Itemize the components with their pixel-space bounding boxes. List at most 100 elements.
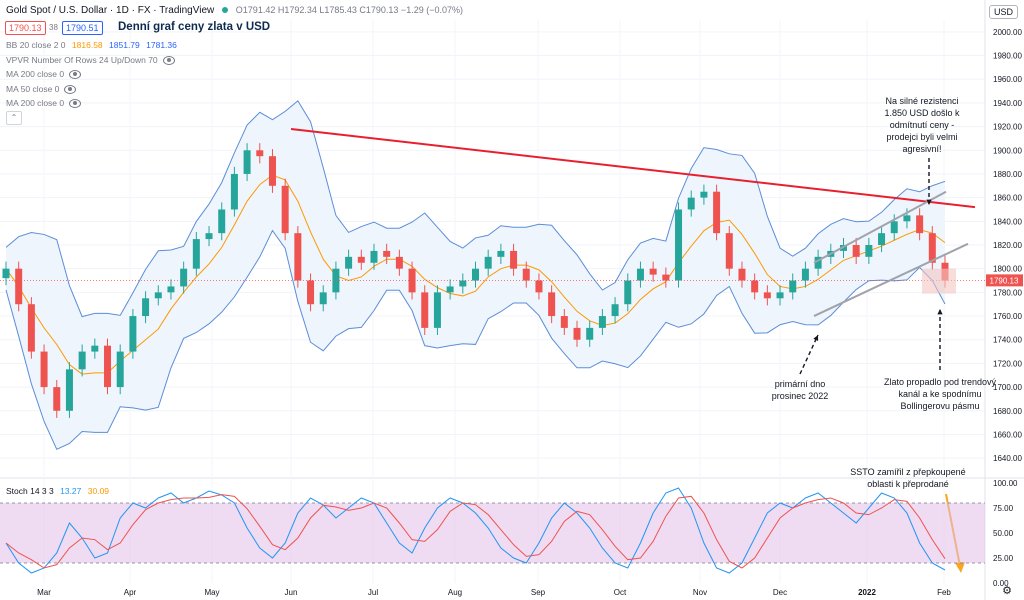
candle-body	[332, 268, 340, 293]
candle-body	[370, 250, 378, 263]
indicator-vpvr[interactable]: VPVR Number Of Rows 24 Up/Down 70	[6, 55, 175, 66]
spread-value: 38	[49, 23, 58, 32]
candle-body	[598, 316, 606, 328]
candle-body	[801, 268, 809, 281]
candle-body	[484, 256, 492, 269]
buy-price-box[interactable]: 1790.51	[62, 21, 103, 35]
candle-body	[459, 280, 467, 287]
price-axis-label: 1900.00	[993, 146, 1022, 155]
candle-body	[472, 268, 479, 281]
candle-body	[27, 304, 35, 352]
candle-body	[560, 316, 568, 328]
arrow-bottom-head	[813, 335, 819, 341]
currency-button[interactable]: USD	[988, 5, 1018, 19]
candle-body	[725, 233, 733, 269]
x-axis-label: Jun	[285, 588, 298, 597]
stoch-legend[interactable]: Stoch 14 3 3 13.27 30.09	[6, 486, 110, 496]
candle-body	[218, 209, 226, 234]
candle-body	[294, 233, 302, 281]
candle-body	[307, 280, 315, 305]
indicator-bb[interactable]: BB 20 close 2 0 1816.58 1851.79 1781.36	[6, 40, 177, 50]
candle-body	[154, 292, 162, 299]
candle-body	[243, 150, 251, 174]
stoch-axis-label: 50.00	[993, 529, 1014, 538]
candle-body	[510, 250, 518, 269]
last-price-label: 1790.13	[990, 276, 1019, 285]
candle-body	[268, 156, 276, 186]
x-axis-label: Dec	[773, 588, 787, 597]
indicator-ma200[interactable]: MA 200 close 0	[6, 69, 82, 80]
candle-body	[611, 304, 619, 317]
sell-price-box[interactable]: 1790.13	[5, 21, 46, 35]
stoch-d-line	[5, 494, 946, 569]
candle-body	[446, 286, 454, 293]
chart-title: Denní graf ceny zlata v USD	[118, 21, 271, 33]
price-axis-label: 1860.00	[993, 194, 1022, 203]
candle-body	[65, 369, 73, 411]
candle-body	[91, 345, 99, 352]
candle-body	[129, 316, 137, 352]
candle-body	[789, 280, 797, 293]
candle-body	[522, 268, 530, 281]
bollinger-lower	[5, 229, 946, 450]
candle-body	[345, 256, 353, 269]
candle-body	[535, 280, 543, 293]
settings-gear-icon[interactable]: ⚙	[1002, 585, 1012, 597]
price-axis-label: 1760.00	[993, 312, 1022, 321]
candle-body	[738, 268, 746, 281]
indicator-ma50[interactable]: MA 50 close 0	[6, 84, 77, 95]
bb-basis-value: 1816.58	[71, 40, 103, 50]
visibility-eye-icon[interactable]	[64, 85, 77, 95]
bollinger-basis	[5, 174, 946, 375]
candle-body	[624, 280, 632, 305]
stoch-k-value: 13.27	[60, 486, 82, 496]
candle-body	[713, 191, 721, 234]
candle-body	[281, 185, 289, 234]
price-axis-label: 1880.00	[993, 170, 1022, 179]
x-axis-label: May	[204, 588, 219, 597]
price-axis-label: 1980.00	[993, 52, 1022, 61]
price-axis-label: 1940.00	[993, 99, 1022, 108]
visibility-eye-icon[interactable]	[162, 56, 175, 66]
annotation-stoch: SSTO zamířil z přepkoupené oblasti k pře…	[850, 467, 966, 489]
resistance-trendline	[290, 127, 976, 209]
candle-body	[548, 292, 556, 317]
arrow-breakdown-head	[937, 309, 943, 315]
candle-body	[53, 387, 61, 411]
collapse-legend-button[interactable]: ⌃	[6, 111, 22, 125]
candle-body	[421, 292, 429, 328]
candle-body	[649, 268, 657, 275]
candle-body	[319, 292, 327, 305]
candle-body	[497, 250, 505, 257]
candle-body	[180, 268, 188, 287]
price-axis-label: 1780.00	[993, 288, 1022, 297]
candle-body	[852, 245, 860, 257]
candle-body	[636, 268, 644, 281]
candle-body	[357, 256, 365, 263]
bb-upper-value: 1851.79	[109, 40, 140, 50]
bb-lower-value: 1781.36	[146, 40, 177, 50]
x-axis-label: Aug	[448, 588, 462, 597]
symbol-title[interactable]: Gold Spot / U.S. Dollar · 1D · FX · Trad…	[6, 5, 215, 16]
candle-body	[814, 256, 822, 269]
x-axis-label: Mar	[37, 588, 51, 597]
visibility-eye-icon[interactable]	[69, 70, 82, 80]
stoch-d-value: 30.09	[87, 486, 110, 496]
price-axis-label: 1820.00	[993, 241, 1022, 250]
candle-body	[573, 327, 581, 340]
price-axis-label: 2000.00	[993, 28, 1022, 37]
candle-body	[40, 351, 48, 388]
candle-body	[78, 351, 86, 370]
arrow-stoch-head	[955, 562, 965, 573]
candle-body	[167, 286, 175, 293]
candle-body	[205, 233, 213, 240]
ohlc-readout: O1791.42 H1792.34 L1785.43 C1790.13 −1.2…	[235, 5, 463, 15]
x-axis-label: Jul	[368, 588, 378, 597]
price-axis-label: 1740.00	[993, 336, 1022, 345]
indicator-ma200-2[interactable]: MA 200 close 0	[6, 98, 82, 109]
visibility-eye-icon[interactable]	[69, 99, 82, 109]
stoch-axis-label: 0.00	[993, 579, 1009, 588]
candle-body	[890, 221, 898, 234]
candle-body	[586, 327, 594, 340]
